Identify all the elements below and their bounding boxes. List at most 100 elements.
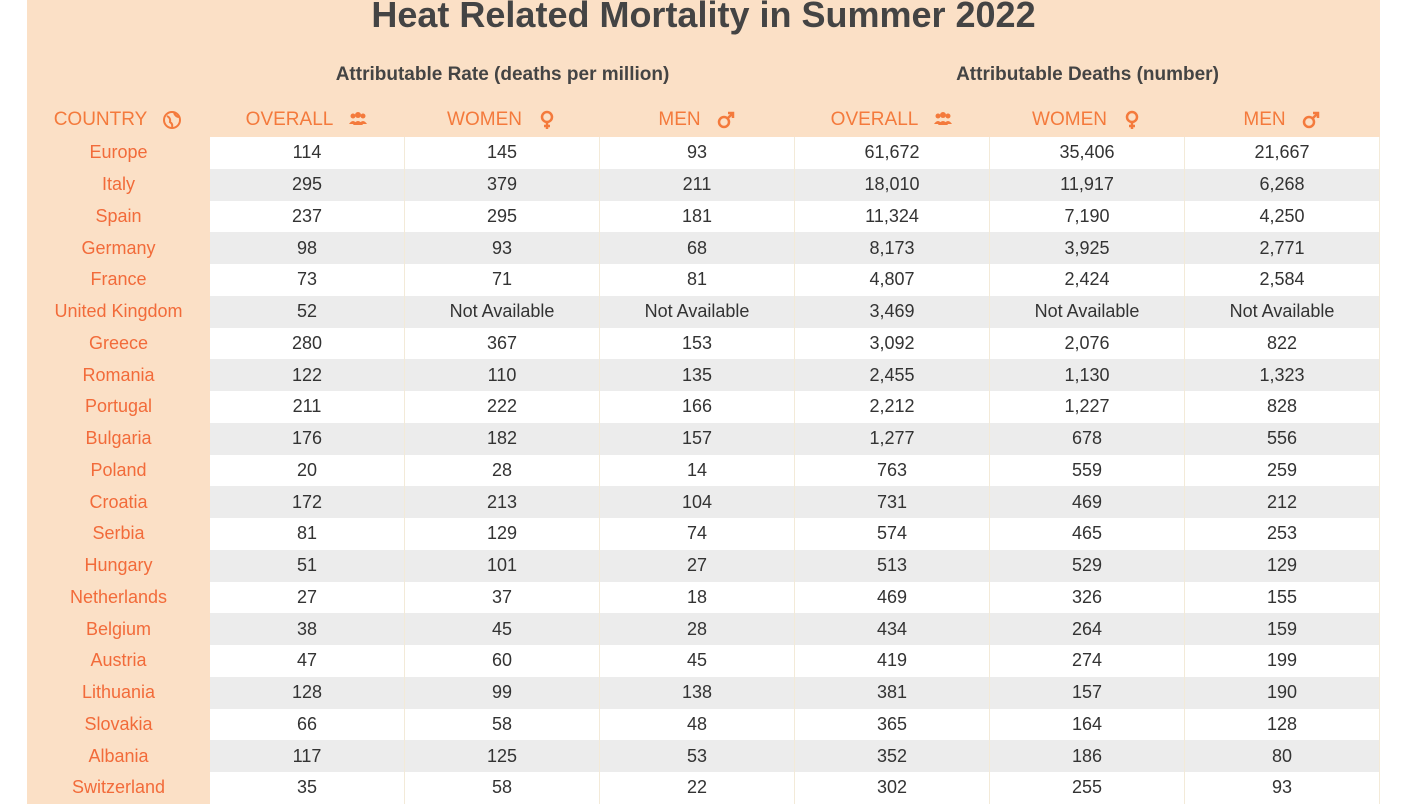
column-icon — [163, 111, 182, 129]
cell: Not Available — [600, 295, 795, 328]
cell: 280 — [210, 327, 405, 360]
cell: 61,672 — [795, 137, 990, 169]
cell: 166 — [600, 391, 795, 423]
cell: 274 — [990, 645, 1185, 677]
row-label: Europe — [27, 137, 210, 169]
column-label: OVERALL — [245, 109, 334, 130]
cell: 71 — [405, 264, 600, 296]
cell: 58 — [405, 772, 600, 804]
cell: 2,771 — [1185, 232, 1380, 264]
row-label: Serbia — [27, 518, 210, 550]
cell: 213 — [405, 486, 600, 518]
cell: 2,076 — [990, 327, 1185, 360]
cell: 68 — [600, 232, 795, 264]
cell: 4,807 — [795, 264, 990, 296]
cell: 45 — [600, 645, 795, 677]
cell: 211 — [600, 168, 795, 201]
cell: 253 — [1185, 518, 1380, 550]
column-icon — [717, 111, 734, 129]
cell: 101 — [405, 549, 600, 582]
cell: 45 — [405, 613, 600, 645]
column-header: MEN — [1185, 104, 1380, 136]
cell: 828 — [1185, 391, 1380, 423]
cell: 678 — [990, 422, 1185, 455]
cell: 1,130 — [990, 359, 1185, 391]
cell: 52 — [210, 295, 405, 328]
cell: 529 — [990, 549, 1185, 582]
cell: 122 — [210, 359, 405, 391]
cell: 574 — [795, 518, 990, 550]
cell: 3,925 — [990, 232, 1185, 264]
row-label: Germany — [27, 232, 210, 264]
cell: 80 — [1185, 740, 1380, 772]
cell: 159 — [1185, 613, 1380, 645]
cell: 35,406 — [990, 137, 1185, 169]
column-icon — [349, 112, 368, 125]
cell: 556 — [1185, 422, 1380, 455]
cell: 129 — [405, 518, 600, 550]
cell: 763 — [795, 454, 990, 487]
cell: 157 — [600, 422, 795, 455]
cell: 469 — [795, 581, 990, 614]
cell: 128 — [1185, 708, 1380, 741]
column-header: WOMEN — [990, 104, 1185, 136]
cell: 4,250 — [1185, 200, 1380, 233]
cell: 381 — [795, 676, 990, 709]
cell: 28 — [405, 454, 600, 487]
cell: 155 — [1185, 581, 1380, 614]
cell: 93 — [405, 232, 600, 264]
cell: 559 — [990, 454, 1185, 487]
cell: 58 — [405, 708, 600, 741]
cell: 2,584 — [1185, 264, 1380, 296]
cell: 48 — [600, 708, 795, 741]
cell: 295 — [405, 200, 600, 233]
cell: 7,190 — [990, 200, 1185, 233]
column-label: WOMEN — [447, 109, 522, 130]
cell: 186 — [990, 740, 1185, 772]
row-label: Romania — [27, 359, 210, 391]
cell: 1,277 — [795, 422, 990, 455]
cell: 125 — [405, 740, 600, 772]
column-header: WOMEN — [405, 104, 600, 136]
cell: 47 — [210, 645, 405, 677]
cell: 237 — [210, 200, 405, 233]
title: Heat Related Mortality in Summer 2022 — [371, 0, 1036, 35]
cell: 465 — [990, 518, 1185, 550]
cell: 3,469 — [795, 295, 990, 328]
cell: 255 — [990, 772, 1185, 804]
column-icon — [540, 110, 554, 129]
column-header: COUNTRY — [27, 104, 210, 136]
cell: 326 — [990, 581, 1185, 614]
row-label: Albania — [27, 740, 210, 772]
column-label: MEN — [1243, 109, 1286, 130]
row-label: United Kingdom — [27, 295, 210, 328]
cell: 222 — [405, 391, 600, 423]
cell: 434 — [795, 613, 990, 645]
cell: 295 — [210, 168, 405, 201]
cell: 21,667 — [1185, 137, 1380, 169]
cell: 28 — [600, 613, 795, 645]
cell: 11,917 — [990, 168, 1185, 201]
group-header: Attributable Deaths (number) — [956, 64, 1219, 85]
cell: 98 — [210, 232, 405, 264]
cell: 8,173 — [795, 232, 990, 264]
row-label: Portugal — [27, 391, 210, 423]
cell: 469 — [990, 486, 1185, 518]
column-header: MEN — [600, 104, 795, 136]
cell: 81 — [210, 518, 405, 550]
cell: 104 — [600, 486, 795, 518]
row-label: Belgium — [27, 613, 210, 645]
column-header: OVERALL — [210, 104, 405, 136]
cell: 302 — [795, 772, 990, 804]
cell: 73 — [210, 264, 405, 296]
row-label: Hungary — [27, 549, 210, 582]
row-label: Spain — [27, 200, 210, 233]
cell: 66 — [210, 708, 405, 741]
cell: 419 — [795, 645, 990, 677]
cell: 145 — [405, 137, 600, 169]
cell: 128 — [210, 676, 405, 709]
cell: 35 — [210, 772, 405, 804]
cell: 27 — [210, 581, 405, 614]
cell: 211 — [210, 391, 405, 423]
